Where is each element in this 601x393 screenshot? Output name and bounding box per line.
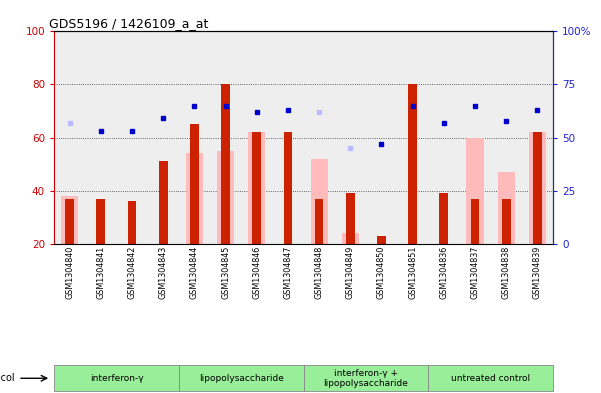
Bar: [533, 132, 542, 244]
Text: GSM1304842: GSM1304842: [127, 246, 136, 299]
Text: GSM1304850: GSM1304850: [377, 246, 386, 299]
Text: interferon-γ: interferon-γ: [90, 374, 143, 383]
Bar: [408, 84, 417, 244]
Bar: [346, 193, 355, 244]
Bar: [315, 198, 323, 244]
Bar: [529, 132, 546, 244]
Text: GSM1304848: GSM1304848: [314, 246, 323, 299]
Bar: [466, 138, 484, 244]
Bar: [311, 159, 328, 244]
Bar: [221, 84, 230, 244]
Text: untreated control: untreated control: [451, 374, 530, 383]
Bar: [248, 132, 265, 244]
Bar: [97, 198, 105, 244]
Bar: [179, 365, 304, 391]
Bar: [498, 172, 514, 244]
Bar: [252, 132, 261, 244]
Text: GSM1304846: GSM1304846: [252, 246, 261, 299]
Text: GSM1304845: GSM1304845: [221, 246, 230, 299]
Text: GSM1304840: GSM1304840: [65, 246, 74, 299]
Text: GSM1304851: GSM1304851: [408, 246, 417, 299]
Bar: [439, 193, 448, 244]
Bar: [61, 196, 78, 244]
Bar: [190, 124, 199, 244]
Bar: [186, 153, 203, 244]
Bar: [284, 132, 292, 244]
Text: GDS5196 / 1426109_a_at: GDS5196 / 1426109_a_at: [49, 17, 209, 30]
Text: GSM1304837: GSM1304837: [471, 246, 480, 299]
Bar: [217, 151, 234, 244]
Text: GSM1304836: GSM1304836: [439, 246, 448, 299]
Bar: [159, 162, 168, 244]
Bar: [342, 233, 359, 244]
Text: interferon-γ +
lipopolysaccharide: interferon-γ + lipopolysaccharide: [323, 369, 408, 388]
Bar: [377, 236, 386, 244]
Text: lipopolysaccharide: lipopolysaccharide: [199, 374, 284, 383]
Bar: [127, 201, 136, 244]
Bar: [471, 198, 480, 244]
Bar: [428, 365, 553, 391]
Text: GSM1304838: GSM1304838: [502, 246, 511, 299]
Text: protocol: protocol: [0, 373, 15, 383]
Text: GSM1304843: GSM1304843: [159, 246, 168, 299]
Text: GSM1304841: GSM1304841: [96, 246, 105, 299]
Bar: [66, 198, 74, 244]
Bar: [54, 365, 179, 391]
Text: GSM1304849: GSM1304849: [346, 246, 355, 299]
Text: GSM1304847: GSM1304847: [284, 246, 293, 299]
Bar: [502, 198, 510, 244]
Text: GSM1304839: GSM1304839: [533, 246, 542, 299]
Bar: [304, 365, 428, 391]
Text: GSM1304844: GSM1304844: [190, 246, 199, 299]
